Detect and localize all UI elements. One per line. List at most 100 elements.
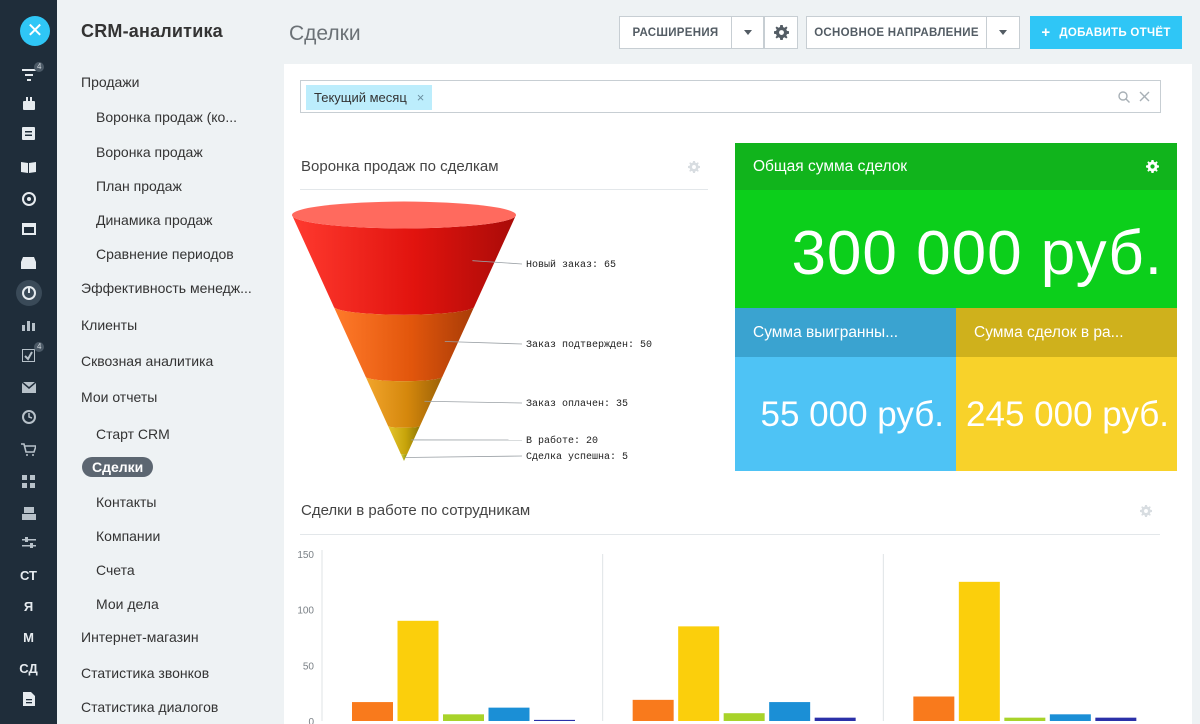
clear-icon[interactable] bbox=[1139, 91, 1150, 102]
filter-bar[interactable]: Текущий месяц × bbox=[300, 80, 1161, 113]
funnel-label: Заказ оплачен: 35 bbox=[526, 399, 628, 410]
menu-item-dialog-stats[interactable]: Статистика диалогов bbox=[81, 699, 219, 715]
analytics-menu: CRM-аналитика Продажи Воронка продаж (ко… bbox=[57, 0, 270, 724]
rail-item-ct[interactable]: СТ bbox=[0, 560, 57, 590]
direction-button[interactable]: ОСНОВНОЕ НАПРАВЛЕНИЕ bbox=[806, 16, 987, 49]
menu-item-invoices[interactable]: Счета bbox=[96, 562, 135, 578]
inwork-widget-title: Сумма сделок в ра... bbox=[974, 324, 1124, 341]
funnel-segment bbox=[333, 306, 475, 382]
bar[interactable] bbox=[1004, 717, 1046, 721]
grid-icon bbox=[22, 474, 35, 488]
menu-item-companies[interactable]: Компании bbox=[96, 528, 161, 544]
bar[interactable] bbox=[1095, 717, 1137, 721]
total-widget-gear-icon[interactable] bbox=[1146, 160, 1159, 173]
add-report-button[interactable]: + ДОБАВИТЬ ОТЧЁТ bbox=[1030, 16, 1182, 49]
rail-item-filter[interactable]: 4 bbox=[0, 60, 57, 90]
menu-item-funnel[interactable]: Воронка продаж bbox=[96, 144, 203, 160]
document-icon bbox=[22, 692, 35, 706]
rail-item-robot[interactable] bbox=[0, 88, 57, 118]
add-report-label: ДОБАВИТЬ ОТЧЁТ bbox=[1059, 26, 1171, 39]
menu-item-manager-efficiency[interactable]: Эффективность менедж... bbox=[81, 280, 252, 296]
rail-item-ya[interactable]: Я bbox=[0, 591, 57, 621]
funnel-widget-title: Воронка продаж по сделкам bbox=[301, 158, 499, 175]
menu-item-e-shop[interactable]: Интернет-магазин bbox=[81, 629, 199, 645]
rail-item-target[interactable] bbox=[0, 184, 57, 214]
menu-item-funnel-combined[interactable]: Воронка продаж (ко... bbox=[96, 109, 237, 125]
rail-item-window[interactable] bbox=[0, 214, 57, 244]
menu-item-clients[interactable]: Клиенты bbox=[81, 317, 138, 333]
rail-item-checklist[interactable]: 4 bbox=[0, 340, 57, 370]
inwork-widget: 245 000 руб. bbox=[956, 357, 1177, 471]
filter-chip-label: Текущий месяц bbox=[314, 90, 407, 105]
menu-item-my-reports[interactable]: Мои отчеты bbox=[81, 389, 158, 405]
bar[interactable] bbox=[488, 707, 530, 721]
rail-item-clock[interactable] bbox=[0, 402, 57, 432]
bar[interactable] bbox=[443, 714, 484, 721]
bar[interactable] bbox=[678, 626, 720, 721]
gear-icon bbox=[773, 25, 789, 40]
rail-item-sd[interactable]: СД bbox=[0, 653, 57, 683]
inwork-widget-header: Сумма сделок в ра... bbox=[956, 308, 1177, 357]
bar[interactable] bbox=[632, 699, 674, 721]
rail-item-mail[interactable] bbox=[0, 372, 57, 402]
bar[interactable] bbox=[1049, 714, 1091, 721]
rail-item-settings[interactable] bbox=[0, 528, 57, 558]
filter-chip[interactable]: Текущий месяц × bbox=[306, 85, 433, 110]
search-icon[interactable] bbox=[1118, 91, 1130, 103]
settings-button[interactable] bbox=[764, 16, 798, 49]
menu-item-my-activities[interactable]: Мои дела bbox=[96, 596, 159, 612]
menu-item-call-stats[interactable]: Статистика звонков bbox=[81, 665, 210, 681]
filter-icon bbox=[21, 69, 36, 81]
y-tick-label: 50 bbox=[303, 661, 315, 672]
inbox-icon bbox=[21, 257, 36, 269]
total-header-bg bbox=[735, 143, 1177, 190]
bar[interactable] bbox=[534, 719, 575, 721]
menu-item-period-compare[interactable]: Сравнение периодов bbox=[96, 246, 234, 262]
total-widget: 300 000 руб. bbox=[735, 190, 1177, 308]
rail-item-document[interactable] bbox=[0, 684, 57, 714]
chart-widget-gear-icon[interactable] bbox=[1140, 505, 1152, 517]
extensions-dropdown-button[interactable] bbox=[731, 16, 764, 49]
menu-item-end-to-end[interactable]: Сквозная аналитика bbox=[81, 353, 214, 369]
direction-dropdown-button[interactable] bbox=[986, 16, 1020, 49]
rail-label: СД bbox=[19, 660, 38, 676]
menu-item-contacts[interactable]: Контакты bbox=[96, 494, 157, 510]
chip-close-icon[interactable]: × bbox=[416, 90, 425, 105]
funnel-label: Сделка успешна: 5 bbox=[526, 452, 628, 463]
won-widget: 55 000 руб. bbox=[735, 357, 956, 471]
bar[interactable] bbox=[814, 717, 856, 721]
robot-icon bbox=[22, 96, 35, 110]
funnel-widget-gear-icon[interactable] bbox=[688, 161, 700, 173]
rail-item-inbox[interactable] bbox=[0, 248, 57, 278]
bar[interactable] bbox=[397, 620, 439, 721]
close-menu-button[interactable]: ✕ bbox=[18, 16, 57, 48]
bar[interactable] bbox=[913, 696, 955, 721]
funnel-label: В работе: 20 bbox=[526, 434, 598, 447]
chevron-down-icon bbox=[999, 30, 1007, 35]
rail-item-apps[interactable] bbox=[0, 466, 57, 496]
rail-item-knowledge[interactable] bbox=[0, 152, 57, 182]
rail-item-cart[interactable] bbox=[0, 434, 57, 464]
rail-item-tasks[interactable] bbox=[0, 118, 57, 148]
menu-item-deals[interactable]: Сделки bbox=[82, 457, 154, 477]
rail-label: М bbox=[23, 629, 34, 645]
bar[interactable] bbox=[769, 702, 811, 721]
rail-item-m[interactable]: М bbox=[0, 622, 57, 652]
menu-item-crm-start[interactable]: Старт CRM bbox=[96, 426, 170, 442]
tasks-icon bbox=[22, 126, 35, 140]
menu-item-sales-dynamics[interactable]: Динамика продаж bbox=[96, 212, 213, 228]
rail-item-reports[interactable] bbox=[0, 310, 57, 340]
storage-icon bbox=[21, 506, 36, 520]
menu-item-sales-plan[interactable]: План продаж bbox=[96, 178, 182, 194]
rail-badge: 4 bbox=[34, 342, 45, 352]
menu-title: CRM-аналитика bbox=[81, 21, 223, 41]
extensions-button[interactable]: РАСШИРЕНИЯ bbox=[619, 16, 732, 49]
bar[interactable] bbox=[723, 713, 765, 721]
menu-item-sales[interactable]: Продажи bbox=[81, 74, 140, 90]
page-title: Сделки bbox=[289, 22, 361, 45]
inwork-value: 245 000 руб. bbox=[966, 395, 1169, 434]
bar[interactable] bbox=[352, 702, 393, 721]
rail-item-storage[interactable] bbox=[0, 498, 57, 528]
rail-item-crm-analytics[interactable] bbox=[0, 278, 57, 308]
bar[interactable] bbox=[958, 581, 1000, 721]
